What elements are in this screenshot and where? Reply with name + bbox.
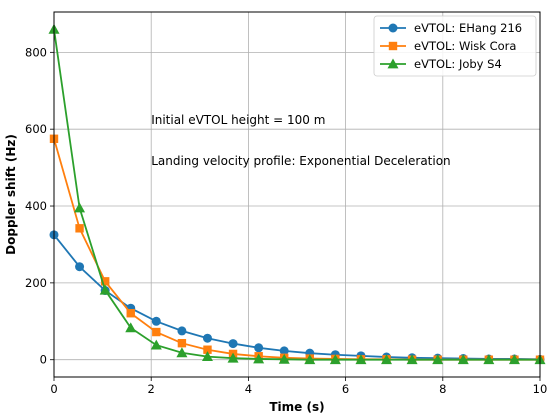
series-evtol-joby-s4	[48, 23, 546, 365]
x-tick-label: 6	[342, 382, 349, 396]
data-point-evtol-joby-s4	[278, 353, 290, 364]
y-tick-label: 800	[25, 45, 47, 59]
series-line-evtol-wisk-cora	[53, 138, 540, 361]
legend: eVTOL: EHang 216 eVTOL: Wisk Cora eVTOL: J…	[373, 15, 537, 77]
data-point-evtol-wisk-cora	[152, 327, 161, 337]
legend-item-evtol-ehang-216: eVTOL: EHang 216	[380, 21, 522, 35]
data-point-evtol-joby-s4	[406, 354, 418, 365]
data-point-evtol-wisk-cora	[75, 224, 84, 233]
legend-label: eVTOL: Joby S4	[414, 57, 502, 71]
series-layer	[48, 23, 546, 365]
y-axis-title: Doppler shift (Hz)	[4, 134, 18, 255]
x-tick-label: 2	[148, 382, 155, 396]
data-point-evtol-joby-s4	[227, 352, 239, 363]
data-point-evtol-joby-s4	[432, 354, 444, 365]
data-point-evtol-joby-s4	[381, 354, 393, 365]
y-tick-label: 600	[25, 122, 47, 136]
data-point-evtol-ehang-216	[75, 262, 85, 272]
legend-item-evtol-wisk-cora: eVTOL: Wisk Cora	[380, 39, 516, 53]
data-point-evtol-wisk-cora	[203, 345, 212, 354]
data-point-evtol-joby-s4	[508, 354, 520, 365]
series-evtol-wisk-cora	[49, 134, 545, 364]
legend-box	[373, 15, 537, 77]
legend-marker	[387, 58, 399, 69]
data-point-evtol-joby-s4	[74, 202, 86, 213]
data-point-evtol-ehang-216	[177, 326, 187, 336]
legend-marker	[388, 41, 398, 51]
legend-label: eVTOL: Wisk Cora	[414, 39, 516, 53]
x-tick-label: 10	[533, 382, 548, 396]
data-point-evtol-joby-s4	[201, 351, 213, 362]
x-tick-label: 4	[245, 382, 252, 396]
data-point-evtol-joby-s4	[329, 354, 341, 365]
data-point-evtol-joby-s4	[483, 354, 495, 365]
series-evtol-ehang-216	[49, 230, 545, 364]
data-point-evtol-ehang-216	[228, 339, 238, 349]
data-point-evtol-joby-s4	[99, 284, 111, 295]
legend-marker	[388, 23, 398, 33]
data-point-evtol-ehang-216	[151, 316, 161, 326]
data-point-evtol-joby-s4	[304, 354, 316, 365]
data-point-evtol-joby-s4	[457, 354, 469, 365]
data-point-evtol-joby-s4	[125, 322, 137, 333]
data-point-evtol-ehang-216	[254, 343, 264, 353]
y-tick-label: 400	[25, 199, 47, 213]
data-point-evtol-wisk-cora	[126, 309, 135, 318]
x-axis-title: Time (s)	[269, 400, 324, 414]
y-tick-label: 0	[40, 353, 47, 367]
x-tick-label: 8	[439, 382, 446, 396]
data-point-evtol-joby-s4	[253, 353, 265, 364]
series-line-evtol-ehang-216	[53, 234, 541, 361]
plot-frame	[53, 11, 541, 378]
data-point-evtol-joby-s4	[150, 339, 162, 350]
data-point-evtol-ehang-216	[279, 346, 289, 356]
legend-label: eVTOL: EHang 216	[414, 21, 522, 35]
annotation-velocity-profile: Landing velocity profile: Exponential De…	[151, 154, 450, 168]
data-point-evtol-wisk-cora	[177, 338, 187, 348]
y-tick-label: 200	[25, 276, 47, 290]
legend-item-evtol-joby-s4: eVTOL: Joby S4	[380, 57, 502, 71]
x-tick-label: 0	[50, 382, 57, 396]
annotation-initial-height: Initial eVTOL height = 100 m	[151, 113, 325, 127]
data-point-evtol-joby-s4	[355, 354, 367, 365]
data-point-evtol-wisk-cora	[100, 277, 110, 286]
data-point-evtol-ehang-216	[202, 333, 212, 343]
ticks: 0 2 4 6 8 10 0 200 400 600 800	[25, 45, 547, 396]
data-point-evtol-joby-s4	[176, 347, 188, 358]
